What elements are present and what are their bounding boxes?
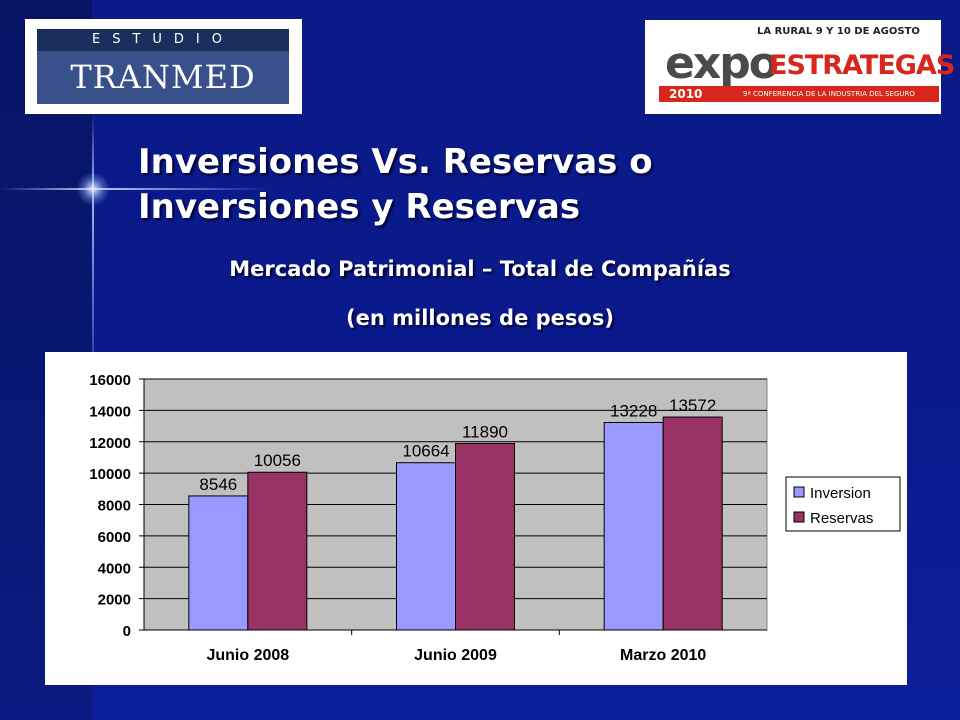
logo-right-tagline: 9ª CONFERENCIA DE LA INDUSTRIA DEL SEGUR… bbox=[743, 90, 915, 98]
expoestrategas-logo: LA RURAL 9 Y 10 DE AGOSTO expo ESTRATEGA… bbox=[645, 20, 955, 114]
x-tick-label: Junio 2008 bbox=[206, 647, 289, 664]
logo-left-inner: ESTUDIO TRANMED bbox=[37, 29, 289, 104]
estudio-tranmed-logo: ESTUDIO TRANMED bbox=[25, 19, 302, 114]
bar-chart: 0 2000 4000 6000 8000 10000 12000 14000 16000 854… bbox=[89, 372, 901, 664]
y-tick-label: 0 bbox=[123, 623, 131, 640]
logo-left-main-text: TRANMED bbox=[70, 58, 256, 96]
data-label: 11890 bbox=[462, 422, 508, 441]
y-tick-label: 14000 bbox=[89, 403, 131, 420]
logo-right-red-bar bbox=[659, 86, 939, 102]
bar-inversion bbox=[188, 495, 249, 631]
slide-title: Inversiones Vs. Reservas o Inversiones y… bbox=[138, 140, 838, 230]
y-tick-label: 12000 bbox=[89, 435, 131, 452]
logo-right-brand-part1: expo bbox=[665, 38, 779, 89]
legend-swatch bbox=[793, 486, 805, 498]
sparkle-horizontal bbox=[0, 188, 270, 190]
y-tick-label: 2000 bbox=[98, 592, 131, 609]
chart-container: 0 2000 4000 6000 8000 10000 12000 14000 16000 854… bbox=[45, 352, 907, 685]
legend-box bbox=[785, 476, 901, 532]
data-label: 10056 bbox=[254, 451, 301, 470]
data-label: 13572 bbox=[669, 396, 716, 415]
y-tick-label: 4000 bbox=[98, 560, 131, 577]
y-tick-label: 10000 bbox=[89, 466, 131, 483]
bar-inversion bbox=[603, 421, 664, 631]
data-label: 8546 bbox=[199, 475, 237, 494]
sparkle-glow bbox=[76, 172, 110, 206]
data-label: 10664 bbox=[402, 442, 449, 461]
legend-label: Reservas bbox=[810, 510, 873, 527]
logo-right-brand-part2: ESTRATEGAS bbox=[769, 50, 955, 81]
logo-right-year: 2010 bbox=[669, 87, 703, 101]
data-label: 13228 bbox=[610, 401, 657, 420]
x-tick-label: Junio 2009 bbox=[414, 647, 497, 664]
bar-reservas bbox=[247, 471, 308, 631]
subtitle-line-1: Mercado Patrimonial – Total de Compañías bbox=[229, 257, 731, 281]
y-tick-label: 6000 bbox=[98, 529, 131, 546]
bar-reservas bbox=[455, 442, 515, 631]
logo-right-top-text: LA RURAL 9 Y 10 DE AGOSTO bbox=[757, 26, 920, 37]
logo-left-top-text: ESTUDIO bbox=[37, 29, 289, 51]
bar-reservas bbox=[662, 416, 723, 631]
title-line-2: Inversiones y Reservas bbox=[138, 187, 581, 227]
title-line-1: Inversiones Vs. Reservas o bbox=[138, 142, 653, 182]
bar-inversion bbox=[396, 462, 456, 631]
subtitle-line-2: (en millones de pesos) bbox=[346, 306, 614, 330]
x-tick-label: Marzo 2010 bbox=[620, 647, 706, 664]
legend-label: Inversion bbox=[810, 485, 871, 502]
legend-swatch bbox=[793, 511, 805, 523]
y-tick-label: 8000 bbox=[98, 498, 131, 515]
sparkle-vertical bbox=[92, 115, 94, 415]
y-tick-label: 16000 bbox=[89, 372, 131, 389]
